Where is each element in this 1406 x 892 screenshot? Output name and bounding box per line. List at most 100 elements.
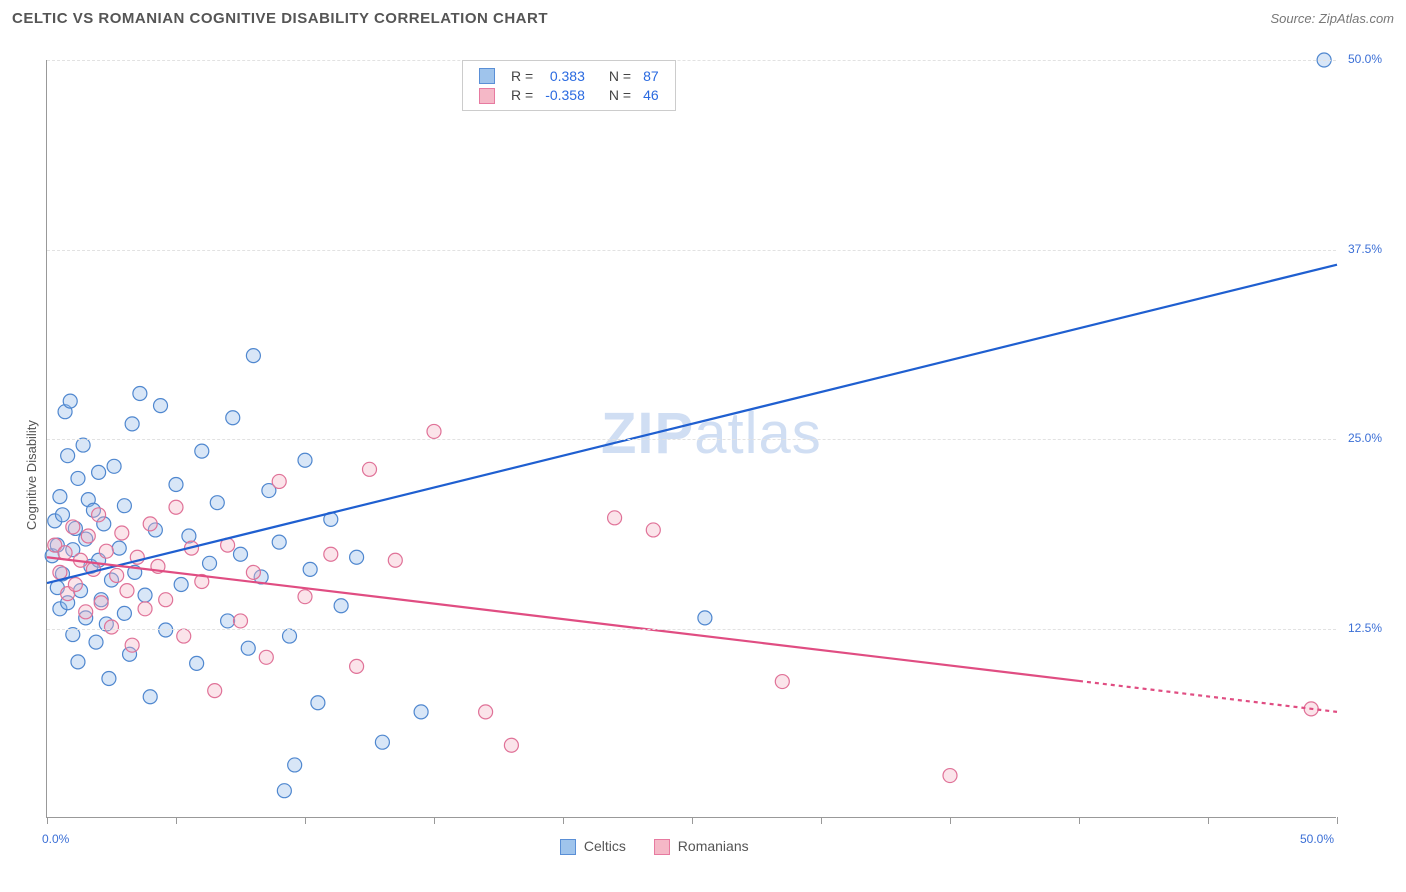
gridline (47, 439, 1336, 440)
x-tick-label: 50.0% (1300, 832, 1334, 846)
data-point (208, 684, 222, 698)
data-point (66, 520, 80, 534)
data-point (154, 399, 168, 413)
data-point (943, 769, 957, 783)
chart-title: CELTIC VS ROMANIAN COGNITIVE DISABILITY … (12, 10, 548, 27)
data-point (375, 735, 389, 749)
n-label: N = (603, 85, 637, 104)
data-point (117, 606, 131, 620)
data-point (226, 411, 240, 425)
data-point (115, 526, 129, 540)
gridline (47, 60, 1336, 61)
data-point (159, 593, 173, 607)
data-point (427, 424, 441, 438)
legend-row: R =0.383N =87 (473, 66, 665, 85)
x-tick-label: 0.0% (42, 832, 69, 846)
data-point (143, 690, 157, 704)
data-point (174, 578, 188, 592)
x-tick (1079, 817, 1080, 824)
legend-item: Romanians (654, 838, 749, 855)
data-point (81, 529, 95, 543)
data-point (55, 508, 69, 522)
data-point (68, 578, 82, 592)
x-tick (176, 817, 177, 824)
r-label: R = (505, 85, 539, 104)
chart-container: CELTIC VS ROMANIAN COGNITIVE DISABILITY … (0, 0, 1406, 892)
data-point (125, 638, 139, 652)
data-point (53, 490, 67, 504)
series-legend: Celtics Romanians (560, 838, 749, 855)
data-point (63, 394, 77, 408)
correlation-legend: R =0.383N =87R =-0.358N =46 (462, 60, 676, 111)
y-tick-label: 37.5% (1348, 242, 1382, 256)
data-point (102, 672, 116, 686)
data-point (775, 675, 789, 689)
x-tick (692, 817, 693, 824)
legend-swatch (654, 839, 670, 855)
data-point (105, 620, 119, 634)
data-point (479, 705, 493, 719)
data-point (117, 499, 131, 513)
n-label: N = (603, 66, 637, 85)
n-value: 87 (637, 66, 665, 85)
data-point (608, 511, 622, 525)
data-point (246, 565, 260, 579)
data-point (159, 623, 173, 637)
data-point (99, 544, 113, 558)
data-point (61, 449, 75, 463)
data-point (107, 459, 121, 473)
data-point (133, 387, 147, 401)
data-point (143, 517, 157, 531)
data-point (234, 547, 248, 561)
r-value: 0.383 (539, 66, 591, 85)
data-point (190, 656, 204, 670)
x-tick (563, 817, 564, 824)
x-tick (1337, 817, 1338, 824)
data-point (110, 568, 124, 582)
data-point (298, 453, 312, 467)
n-value: 46 (637, 85, 665, 104)
data-point (125, 417, 139, 431)
data-point (138, 602, 152, 616)
data-point (169, 477, 183, 491)
legend-item: Celtics (560, 838, 626, 855)
data-point (112, 541, 126, 555)
data-point (272, 474, 286, 488)
x-tick (305, 817, 306, 824)
legend-swatch (479, 68, 495, 84)
data-point (350, 659, 364, 673)
legend-label: Romanians (678, 838, 749, 854)
data-point (298, 590, 312, 604)
data-point (259, 650, 273, 664)
data-point (79, 605, 93, 619)
data-point (58, 546, 72, 560)
data-point (138, 588, 152, 602)
data-point (203, 556, 217, 570)
x-tick (434, 817, 435, 824)
data-point (71, 655, 85, 669)
data-point (92, 508, 106, 522)
source-attribution: Source: ZipAtlas.com (1270, 11, 1394, 26)
y-axis-title: Cognitive Disability (24, 420, 39, 530)
gridline (47, 629, 1336, 630)
data-point (324, 547, 338, 561)
data-point (388, 553, 402, 567)
trend-line (47, 265, 1337, 583)
data-point (210, 496, 224, 510)
x-tick (821, 817, 822, 824)
data-point (94, 596, 108, 610)
y-tick-label: 50.0% (1348, 52, 1382, 66)
legend-swatch (560, 839, 576, 855)
data-point (92, 465, 106, 479)
data-point (71, 471, 85, 485)
data-point (303, 562, 317, 576)
legend-swatch (479, 88, 495, 104)
data-point (363, 462, 377, 476)
data-point (272, 535, 286, 549)
data-point (350, 550, 364, 564)
data-point (288, 758, 302, 772)
y-tick-label: 12.5% (1348, 621, 1382, 635)
data-point (334, 599, 348, 613)
data-point (89, 635, 103, 649)
data-point (646, 523, 660, 537)
